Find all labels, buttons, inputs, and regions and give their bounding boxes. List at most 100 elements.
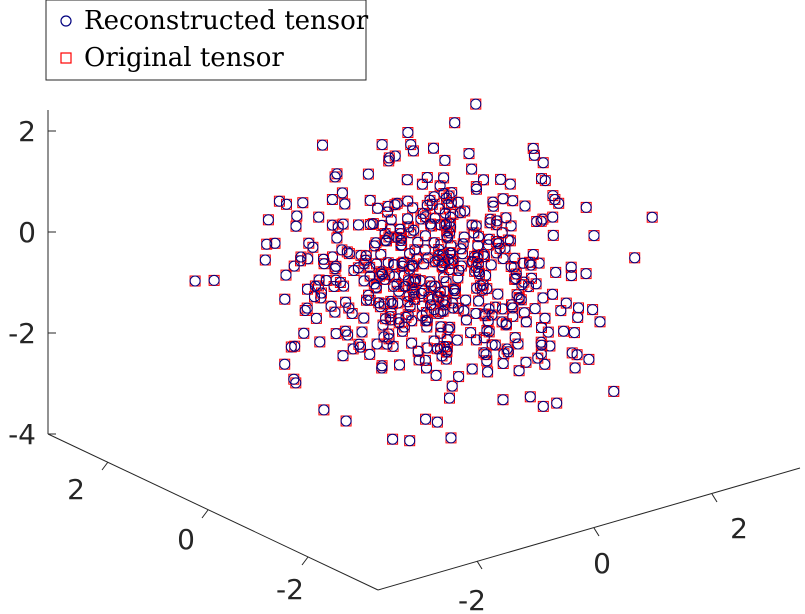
reconstructed-point	[404, 248, 416, 260]
reconstructed-point	[353, 338, 365, 350]
reconstructed-point	[571, 349, 583, 361]
reconstructed-point	[380, 313, 392, 325]
reconstructed-point	[470, 334, 482, 346]
reconstructed-point	[497, 253, 509, 265]
reconstructed-point	[421, 321, 433, 333]
reconstructed-point	[536, 322, 547, 333]
reconstructed-point	[336, 244, 348, 256]
reconstructed-point	[376, 219, 388, 231]
reconstructed-point	[299, 305, 311, 316]
reconstructed-point	[334, 277, 346, 288]
reconstructed-point	[360, 250, 372, 262]
z-tick-label: -4	[8, 418, 36, 451]
reconstructed-point	[435, 321, 447, 333]
legend-box	[45, 0, 367, 81]
reconstructed-point	[580, 201, 592, 213]
reconstructed-point	[525, 259, 537, 271]
reconstructed-point	[472, 258, 484, 270]
reconstructed-point	[497, 394, 509, 406]
reconstructed-point	[428, 237, 440, 249]
reconstructed-point	[496, 227, 508, 239]
reconstructed-point	[513, 292, 525, 304]
reconstructed-point	[502, 346, 514, 358]
reconstructed-point	[442, 232, 454, 244]
reconstructed-point	[353, 219, 364, 231]
reconstructed-point	[558, 325, 570, 337]
reconstructed-point	[587, 304, 599, 316]
reconstructed-point	[497, 358, 509, 369]
reconstructed-point	[318, 404, 330, 416]
reconstructed-point	[348, 265, 360, 276]
reconstructed-point	[405, 139, 417, 151]
reconstructed-point	[478, 347, 490, 359]
reconstructed-point	[436, 350, 448, 362]
reconstructed-point	[376, 268, 388, 280]
reconstructed-point	[453, 371, 465, 383]
reconstructed-point	[394, 359, 405, 371]
reconstructed-point	[340, 296, 352, 308]
reconstructed-point	[527, 249, 539, 260]
reconstructed-point	[318, 253, 329, 265]
z-tick-label: 2	[18, 115, 36, 148]
reconstructed-point	[419, 230, 431, 242]
reconstructed-point	[447, 283, 459, 295]
reconstructed-point	[440, 219, 452, 230]
reconstructed-point	[317, 139, 328, 151]
reconstructed-point	[553, 197, 565, 209]
z-tick-label: -2	[8, 317, 36, 350]
x-tick-label: 0	[593, 547, 611, 580]
x-tick-mark	[476, 560, 483, 570]
reconstructed-point	[512, 338, 524, 350]
reconstructed-point	[470, 308, 482, 319]
reconstructed-point	[504, 178, 516, 190]
reconstructed-point	[338, 280, 350, 292]
reconstructed-point	[288, 260, 300, 272]
reconstructed-point	[458, 231, 470, 243]
reconstructed-point	[428, 335, 440, 347]
reconstructed-point	[364, 194, 376, 206]
reconstructed-point	[483, 303, 495, 315]
reconstructed-point	[517, 257, 529, 269]
reconstructed-point	[421, 172, 433, 183]
reconstructed-point	[330, 260, 342, 272]
reconstructed-point	[430, 369, 442, 381]
reconstructed-point	[371, 338, 383, 350]
reconstructed-point	[486, 309, 498, 321]
reconstructed-point	[406, 315, 418, 327]
reconstructed-point	[373, 297, 385, 309]
reconstructed-point	[383, 231, 395, 243]
reconstructed-point	[336, 187, 348, 199]
reconstructed-point	[528, 149, 540, 161]
legend-label-reconstructed: Reconstructed tensor	[84, 6, 369, 36]
reconstructed-point	[401, 174, 413, 186]
reconstructed-point	[364, 261, 376, 273]
y-tick-mark	[301, 556, 309, 566]
reconstructed-point	[492, 238, 504, 250]
reconstructed-point	[389, 199, 401, 211]
reconstructed-point	[453, 265, 465, 276]
reconstructed-point	[407, 145, 419, 157]
reconstructed-point	[496, 316, 508, 328]
reconstructed-point	[387, 433, 399, 445]
reconstructed-point	[269, 237, 281, 249]
y-tick-label: -2	[276, 573, 304, 606]
reconstructed-point	[259, 254, 271, 266]
reconstructed-point	[418, 258, 430, 270]
reconstructed-point	[460, 294, 472, 306]
reconstructed-point	[537, 157, 549, 169]
reconstructed-point	[539, 312, 551, 324]
reconstructed-point	[404, 435, 416, 447]
reconstructed-point	[551, 397, 563, 409]
reconstructed-point	[439, 154, 451, 166]
x-tick-mark	[711, 493, 718, 503]
reconstructed-point	[399, 281, 411, 292]
reconstructed-point	[408, 224, 420, 236]
reconstructed-point	[445, 247, 457, 259]
reconstructed-point	[547, 288, 558, 300]
reconstructed-point	[339, 198, 351, 210]
reconstructed-point	[452, 196, 464, 208]
reconstructed-point	[412, 236, 424, 248]
reconstructed-point	[302, 283, 313, 295]
reconstructed-point	[313, 274, 325, 286]
